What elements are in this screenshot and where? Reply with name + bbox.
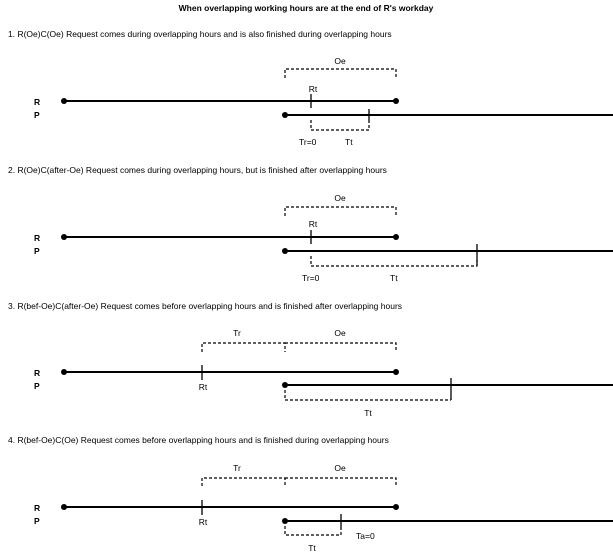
scenario-4: 4. R(bef-Oe)C(Oe) Request comes before o… [8, 435, 613, 553]
r-end-dot [393, 504, 399, 510]
scenario-3: 3. R(bef-Oe)C(after-Oe) Request comes be… [8, 301, 613, 418]
tt-bracket [310, 120, 370, 131]
p-row-label: P [34, 516, 40, 526]
tr-label: Tr=0 [299, 137, 317, 147]
ta-label: Ta=0 [356, 531, 375, 541]
oe-bracket [284, 206, 397, 216]
diagram-title: When overlapping working hours are at th… [179, 3, 434, 13]
scenario-1: 1. R(Oe)C(Oe) Request comes during overl… [8, 29, 613, 147]
scenario-1-caption: 1. R(Oe)C(Oe) Request comes during overl… [8, 29, 392, 39]
p-start-dot [282, 518, 288, 524]
scenario-2-caption: 2. R(Oe)C(after-Oe) Request comes during… [8, 165, 387, 175]
tr-label: Tr [233, 463, 241, 473]
p-row-label: P [34, 381, 40, 391]
r-start-dot [61, 234, 67, 240]
p-start-dot [282, 112, 288, 118]
tr-label: Tr [233, 328, 241, 338]
scenario-2: 2. R(Oe)C(after-Oe) Request comes during… [8, 165, 613, 283]
r-start-dot [61, 369, 67, 375]
r-row-label: R [34, 368, 40, 378]
tr-bracket [201, 477, 286, 486]
rt-label: Rt [199, 382, 208, 392]
tt-bracket [310, 256, 478, 267]
r-start-dot [61, 98, 67, 104]
p-row-label: P [34, 110, 40, 120]
scenario-4-caption: 4. R(bef-Oe)C(Oe) Request comes before o… [8, 435, 389, 445]
oe-label: Oe [334, 193, 346, 203]
oe-bracket [285, 342, 397, 352]
rt-label: Rt [309, 219, 318, 229]
tt-bracket [284, 526, 342, 536]
p-start-dot [282, 382, 288, 388]
r-start-dot [61, 504, 67, 510]
oe-label: Oe [334, 328, 346, 338]
tt-label: Tt [364, 408, 372, 418]
tt-label: Tt [308, 543, 316, 553]
r-end-dot [393, 369, 399, 375]
p-row-label: P [34, 246, 40, 256]
scenario-3-caption: 3. R(bef-Oe)C(after-Oe) Request comes be… [8, 301, 402, 311]
r-end-dot [393, 98, 399, 104]
tt-label: Tt [345, 137, 353, 147]
oe-bracket [285, 477, 397, 486]
r-row-label: R [34, 503, 40, 513]
r-end-dot [393, 234, 399, 240]
oe-label: Oe [334, 463, 346, 473]
tt-bracket [284, 390, 451, 401]
oe-label: Oe [334, 56, 346, 66]
p-start-dot [282, 248, 288, 254]
r-row-label: R [34, 233, 40, 243]
rt-label: Rt [199, 517, 208, 527]
rt-label: Rt [309, 84, 318, 94]
oe-bracket [284, 68, 397, 78]
tt-label: Tt [390, 273, 398, 283]
r-row-label: R [34, 97, 40, 107]
tr-bracket [201, 342, 286, 352]
tr-label: Tr=0 [302, 273, 320, 283]
